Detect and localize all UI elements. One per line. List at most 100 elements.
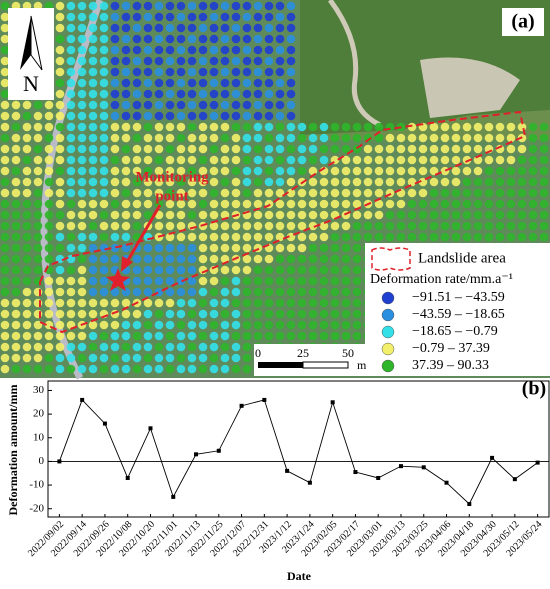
insar-point [33,331,43,341]
insar-point [99,221,109,231]
insar-point [275,144,285,154]
insar-point [231,34,241,44]
insar-point [308,254,318,264]
insar-point [187,298,197,308]
insar-point [220,144,230,154]
insar-point [77,232,87,242]
insar-point [154,1,164,11]
insar-point [44,353,54,363]
data-point [262,397,267,402]
insar-point [231,23,241,33]
insar-point [154,12,164,22]
insar-point [220,364,230,374]
insar-point [363,177,373,187]
insar-point [264,89,274,99]
insar-point [242,331,252,341]
insar-point [473,144,483,154]
insar-point [110,12,120,22]
insar-point [143,298,153,308]
insar-point [209,210,219,220]
insar-point [99,111,109,121]
insar-point [165,364,175,374]
insar-point [429,188,439,198]
insar-point [341,232,351,242]
insar-point [330,232,340,242]
insar-point [231,320,241,330]
insar-point [484,210,494,220]
insar-point [352,199,362,209]
data-line [58,399,538,505]
insar-point [198,12,208,22]
insar-point [88,111,98,121]
insar-point [330,243,340,253]
insar-point [440,133,450,143]
insar-point [66,78,76,88]
insar-point [264,210,274,220]
insar-point [176,144,186,154]
insar-point [165,188,175,198]
legend-label: Landslide area [418,250,506,266]
insar-point [11,364,21,374]
insar-point [539,210,549,220]
insar-point [484,122,494,132]
insar-point [396,133,406,143]
insar-point [187,122,197,132]
insar-point [231,111,241,121]
insar-point [110,111,120,121]
insar-point [341,122,351,132]
insar-point [374,232,384,242]
insar-point [132,155,142,165]
insar-point [77,155,87,165]
insar-point [286,265,296,275]
insar-point [407,188,417,198]
insar-point [154,221,164,231]
insar-point [473,177,483,187]
insar-point [286,210,296,220]
insar-point [143,12,153,22]
insar-point [0,276,10,286]
insar-point [253,188,263,198]
insar-point [154,364,164,374]
insar-point [143,265,153,275]
insar-point [33,243,43,253]
insar-point [44,287,54,297]
scale-label: 25 [297,346,309,360]
insar-point [77,56,87,66]
insar-point [539,144,549,154]
insar-point [275,221,285,231]
insar-point [110,353,120,363]
insar-point [341,320,351,330]
plot-frame [47,380,550,518]
insar-point [363,188,373,198]
insar-point [33,155,43,165]
insar-point [231,221,241,231]
insar-point [330,265,340,275]
insar-point [154,199,164,209]
insar-point [11,100,21,110]
insar-point [11,210,21,220]
insar-point [99,287,109,297]
insar-point [418,166,428,176]
y-tick-label: 0 [39,455,45,467]
insar-point [0,78,10,88]
insar-point [88,188,98,198]
insar-point [440,210,450,220]
insar-point [286,144,296,154]
insar-point [506,155,516,165]
insar-point [143,45,153,55]
insar-point [0,89,10,99]
insar-point [264,67,274,77]
insar-point [264,177,274,187]
insar-point [330,298,340,308]
insar-point [165,155,175,165]
insar-point [352,298,362,308]
insar-point [297,243,307,253]
insar-point [264,309,274,319]
insar-point [506,122,516,132]
insar-point [253,111,263,121]
insar-point [407,177,417,187]
insar-point [165,45,175,55]
insar-point [187,199,197,209]
insar-point [506,199,516,209]
insar-point [451,188,461,198]
